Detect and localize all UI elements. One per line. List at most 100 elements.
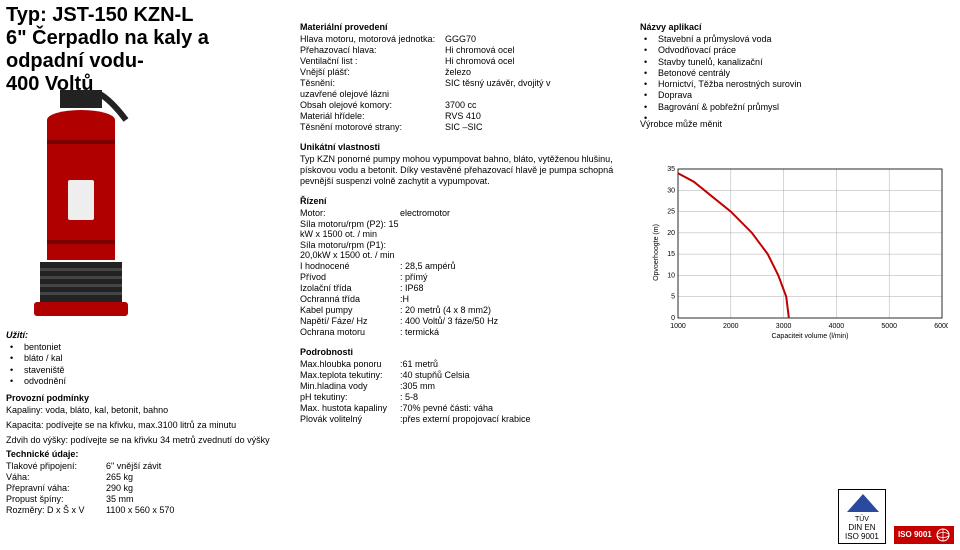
kv-row: Těsnění motorové strany:SIC –SIC bbox=[300, 122, 630, 132]
mid-column: Materiální provedení Hlava motoru, motor… bbox=[300, 22, 630, 425]
kv-row: Váha:265 kg bbox=[6, 472, 296, 482]
kv-row: Přepravní váha:290 kg bbox=[6, 483, 296, 493]
kv-key: Max.teplota tekutiny: bbox=[300, 370, 400, 380]
kv-row: Rozměry: D x Š x V1100 x 560 x 570 bbox=[6, 505, 296, 515]
kv-row: Materiál hřídele:RVS 410 bbox=[300, 111, 630, 121]
kv-key: Napětí/ Fáze/ Hz bbox=[300, 316, 400, 326]
kv-key: Propust špíny: bbox=[6, 494, 106, 504]
kv-val bbox=[400, 240, 630, 260]
list-item: Bagrování & pobřežní průmysl bbox=[640, 102, 950, 113]
kv-row: Těsnění:SIC těsný uzávěr, dvojitý v bbox=[300, 78, 630, 88]
kv-val: 290 kg bbox=[106, 483, 296, 493]
kv-key: uzavřené olejové lázni bbox=[300, 89, 445, 99]
material-title: Materiální provedení bbox=[300, 22, 630, 32]
kv-key: pH tekutiny: bbox=[300, 392, 400, 402]
kv-row: Přívod: přímý bbox=[300, 272, 630, 282]
kv-key: Ventilační list : bbox=[300, 56, 445, 66]
kv-row: Max.hloubka ponoru:61 metrů bbox=[300, 359, 630, 369]
svg-text:15: 15 bbox=[667, 251, 675, 258]
control-title: Řízení bbox=[300, 196, 630, 206]
pump-image bbox=[16, 90, 146, 320]
kv-row: pH tekutiny:: 5-8 bbox=[300, 392, 630, 402]
opcond-l2: Kapacita: podívejte se na křivku, max.31… bbox=[6, 420, 296, 431]
kv-row: Max. hustota kapaliny:70% pevné části: v… bbox=[300, 403, 630, 413]
kv-row: Ventilační list :Hi chromová ocel bbox=[300, 56, 630, 66]
tech-title: Technické údaje: bbox=[6, 449, 296, 459]
kv-val: 265 kg bbox=[106, 472, 296, 482]
kv-row: Motor:electromotor bbox=[300, 208, 630, 218]
kv-row: Síla motoru/rpm (P1): 20,0kW x 1500 ot. … bbox=[300, 240, 630, 260]
kv-row: Min.hladina vody:305 mm bbox=[300, 381, 630, 391]
svg-text:0: 0 bbox=[671, 315, 675, 322]
list-item: bláto / kal bbox=[6, 353, 296, 364]
svg-text:1000: 1000 bbox=[670, 323, 686, 330]
kv-val bbox=[400, 219, 630, 239]
kv-val: : termická bbox=[400, 327, 630, 337]
svg-text:25: 25 bbox=[667, 209, 675, 216]
kv-key: Hlava motoru, motorová jednotka: bbox=[300, 34, 445, 44]
kv-key: Těsnění: bbox=[300, 78, 445, 88]
tech-list: Tlakové připojení:6" vnější závitVáha:26… bbox=[6, 461, 296, 515]
kv-key: Materiál hřídele: bbox=[300, 111, 445, 121]
list-item: Stavby tunelů, kanalizační bbox=[640, 57, 950, 68]
kv-row: uzavřené olejové lázni bbox=[300, 89, 630, 99]
kv-key: Izolační třída bbox=[300, 283, 400, 293]
usage-list: bentonietbláto / kalstaveništěodvodnění bbox=[6, 342, 296, 387]
svg-text:3000: 3000 bbox=[776, 323, 792, 330]
kv-key: Váha: bbox=[6, 472, 106, 482]
kv-val: SIC –SIC bbox=[445, 122, 630, 132]
svg-text:Capaciteit volume (l/min): Capaciteit volume (l/min) bbox=[771, 333, 848, 340]
kv-key: Síla motoru/rpm (P1): 20,0kW x 1500 ot. … bbox=[300, 240, 400, 260]
kv-val: electromotor bbox=[400, 208, 630, 218]
tuv-logo: TÜV DIN EN ISO 9001 bbox=[838, 489, 886, 544]
kv-val: 1100 x 560 x 570 bbox=[106, 505, 296, 515]
kv-val: 35 mm bbox=[106, 494, 296, 504]
kv-key: Max.hloubka ponoru bbox=[300, 359, 400, 369]
kv-key: Vnější plášť: bbox=[300, 67, 445, 77]
kv-row: Vnější plášť:železo bbox=[300, 67, 630, 77]
kv-val: SIC těsný uzávěr, dvojitý v bbox=[445, 78, 630, 88]
svg-text:2000: 2000 bbox=[723, 323, 739, 330]
kv-row: Obsah olejové komory:3700 cc bbox=[300, 100, 630, 110]
kv-val: :H bbox=[400, 294, 630, 304]
kv-key: Min.hladina vody bbox=[300, 381, 400, 391]
svg-text:4000: 4000 bbox=[829, 323, 845, 330]
list-item: Doprava bbox=[640, 90, 950, 101]
kv-val: : IP68 bbox=[400, 283, 630, 293]
kv-val: : 400 Voltů/ 3 fáze/50 Hz bbox=[400, 316, 630, 326]
kv-key: Přehazovací hlava: bbox=[300, 45, 445, 55]
kv-key: Ochrana motoru bbox=[300, 327, 400, 337]
list-item: Betonové centrály bbox=[640, 68, 950, 79]
kv-val: železo bbox=[445, 67, 630, 77]
kv-key: Kabel pumpy bbox=[300, 305, 400, 315]
kv-row: Kabel pumpy: 20 metrů (4 x 8 mm2) bbox=[300, 305, 630, 315]
material-list: Hlava motoru, motorová jednotka:GGG70Pře… bbox=[300, 34, 630, 132]
kv-row: Plovák volitelný:přes externí propojovac… bbox=[300, 414, 630, 424]
kv-key: Přepravní váha: bbox=[6, 483, 106, 493]
kv-row: I hodnocené: 28,5 ampérů bbox=[300, 261, 630, 271]
list-item: staveniště bbox=[6, 365, 296, 376]
kv-val: 6" vnější závit bbox=[106, 461, 296, 471]
kv-val: :70% pevné části: váha bbox=[400, 403, 630, 413]
svg-text:30: 30 bbox=[667, 187, 675, 194]
kv-row: Ochrana motoru: termická bbox=[300, 327, 630, 337]
kv-row: Izolační třída: IP68 bbox=[300, 283, 630, 293]
kv-val: 3700 cc bbox=[445, 100, 630, 110]
svg-text:35: 35 bbox=[667, 166, 675, 173]
kv-row: Napětí/ Fáze/ Hz: 400 Voltů/ 3 fáze/50 H… bbox=[300, 316, 630, 326]
kv-val: : 28,5 ampérů bbox=[400, 261, 630, 271]
svg-text:10: 10 bbox=[667, 272, 675, 279]
opcond-l1: Kapaliny: voda, bláto, kal, betonit, bah… bbox=[6, 405, 296, 416]
apps-title: Názvy aplikací bbox=[640, 22, 950, 32]
iso-logo: ISO 9001 bbox=[894, 526, 954, 544]
kv-key: I hodnocené bbox=[300, 261, 400, 271]
list-item: Hornictví, Těžba nerostných surovin bbox=[640, 79, 950, 90]
list-item: Odvodňovací práce bbox=[640, 45, 950, 56]
kv-val bbox=[445, 89, 630, 99]
kv-row: Hlava motoru, motorová jednotka:GGG70 bbox=[300, 34, 630, 44]
kv-key: Přívod bbox=[300, 272, 400, 282]
svg-text:Opvoerhoogte (m): Opvoerhoogte (m) bbox=[653, 224, 660, 281]
list-item: Stavební a průmyslová voda bbox=[640, 34, 950, 45]
performance-chart: 05101520253035100020003000400050006000Op… bbox=[648, 165, 948, 340]
kv-key: Těsnění motorové strany: bbox=[300, 122, 445, 132]
